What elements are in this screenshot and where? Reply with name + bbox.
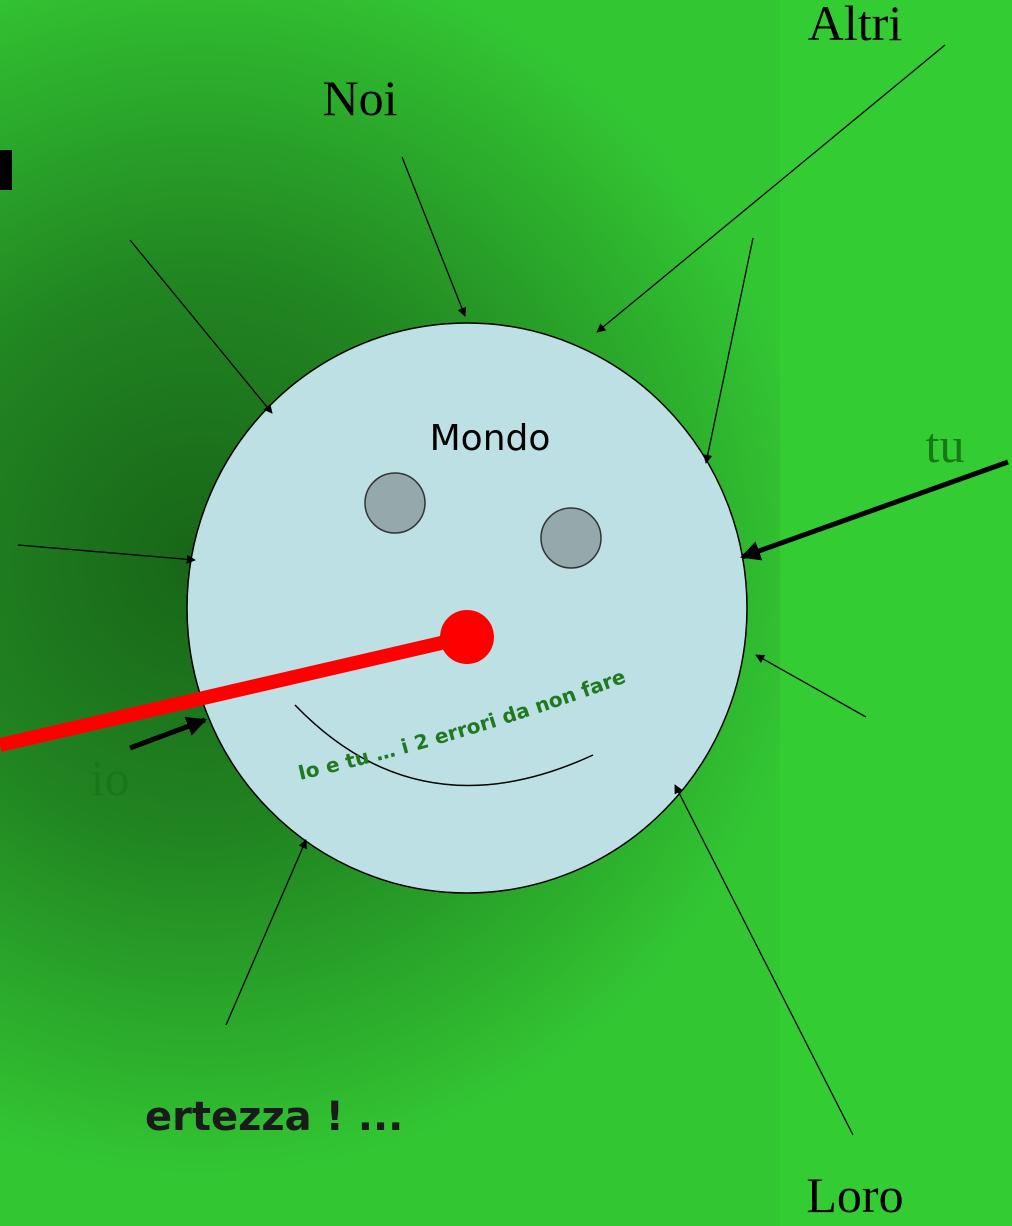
label: Loro [806, 1167, 903, 1223]
footer-text: ertezza ! ... [145, 1094, 403, 1140]
label: io [91, 750, 130, 806]
world-circle [187, 323, 747, 893]
red-dot [440, 610, 494, 664]
label: Noi [323, 70, 398, 126]
slide: Altri Noi Mondo tu io Loro Io e tu … i 2… [0, 0, 1012, 1226]
eye [365, 473, 425, 533]
label: tu [926, 417, 965, 473]
bullet [0, 150, 12, 190]
label: Altri [808, 0, 902, 51]
label: Mondo [430, 418, 551, 459]
background-right [780, 0, 1012, 1226]
eye [541, 508, 601, 568]
